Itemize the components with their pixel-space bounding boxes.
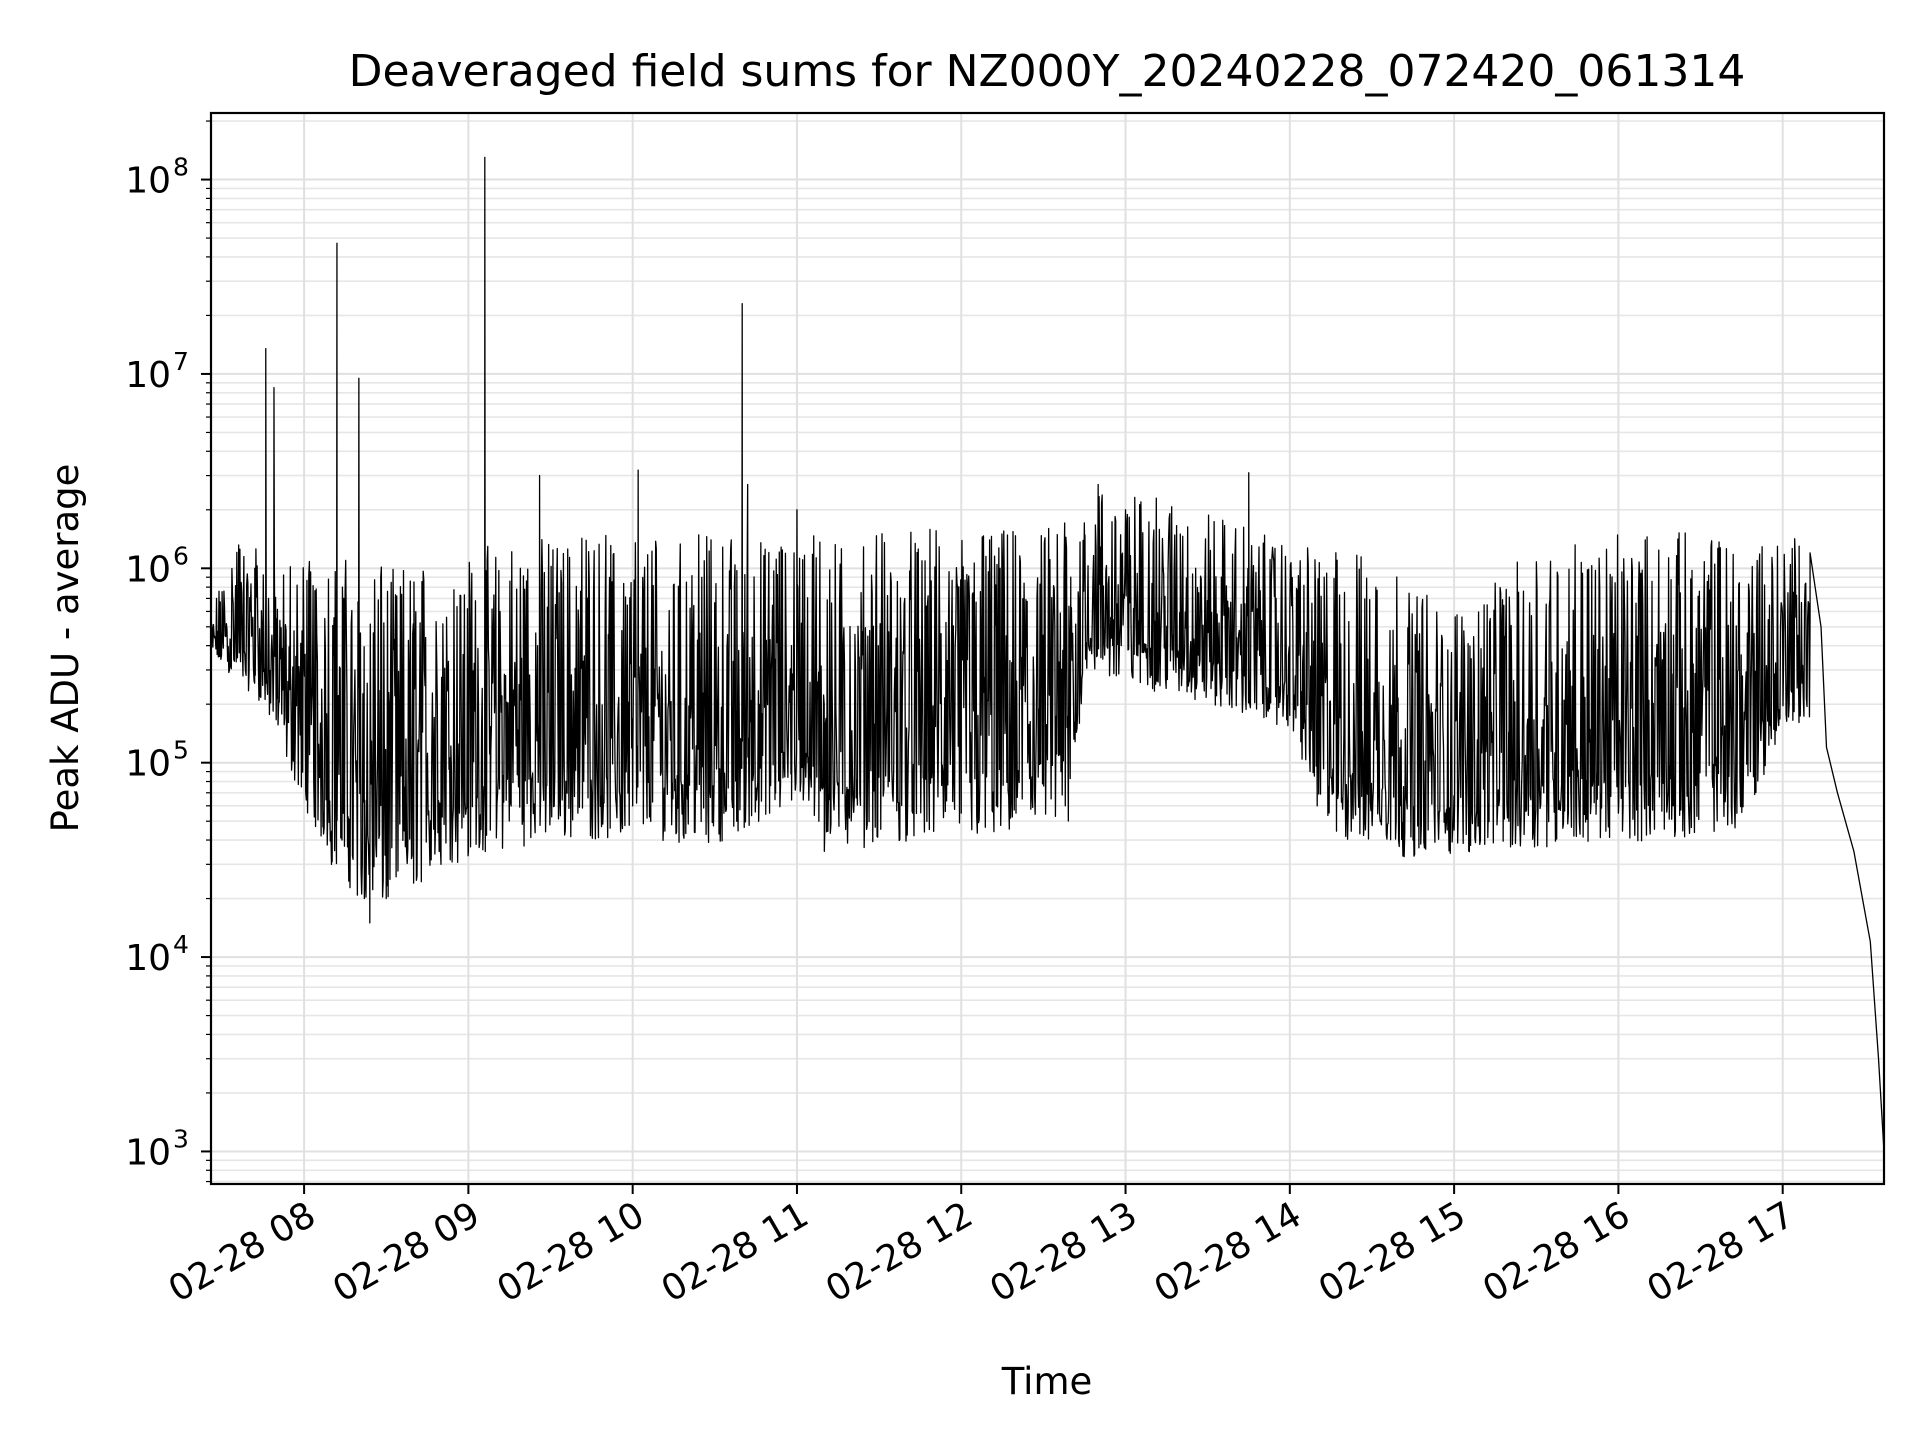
y-tick-label: 10	[125, 744, 171, 785]
y-tick-exponent: 4	[173, 930, 189, 959]
y-tick-label: 10	[125, 549, 171, 590]
y-tick-label: 10	[125, 355, 171, 396]
plot-frame	[209, 111, 1886, 1186]
data-layer	[210, 156, 1885, 1152]
y-tick-exponent: 8	[173, 153, 189, 182]
y-tick-exponent: 7	[173, 347, 189, 376]
y-tick-label: 10	[125, 161, 171, 202]
series-line	[210, 156, 1885, 1152]
x-axis-label: Time	[1001, 1360, 1093, 1403]
y-tick-label: 10	[125, 1132, 171, 1173]
y-tick-exponent: 5	[173, 736, 189, 765]
y-tick-exponent: 6	[173, 541, 189, 570]
y-tick-label: 10	[125, 938, 171, 979]
chart-title: Deaveraged field sums for NZ000Y_2024022…	[349, 46, 1746, 97]
y-axis-label: Peak ADU - average	[44, 464, 87, 833]
y-tick-exponent: 3	[173, 1124, 189, 1153]
